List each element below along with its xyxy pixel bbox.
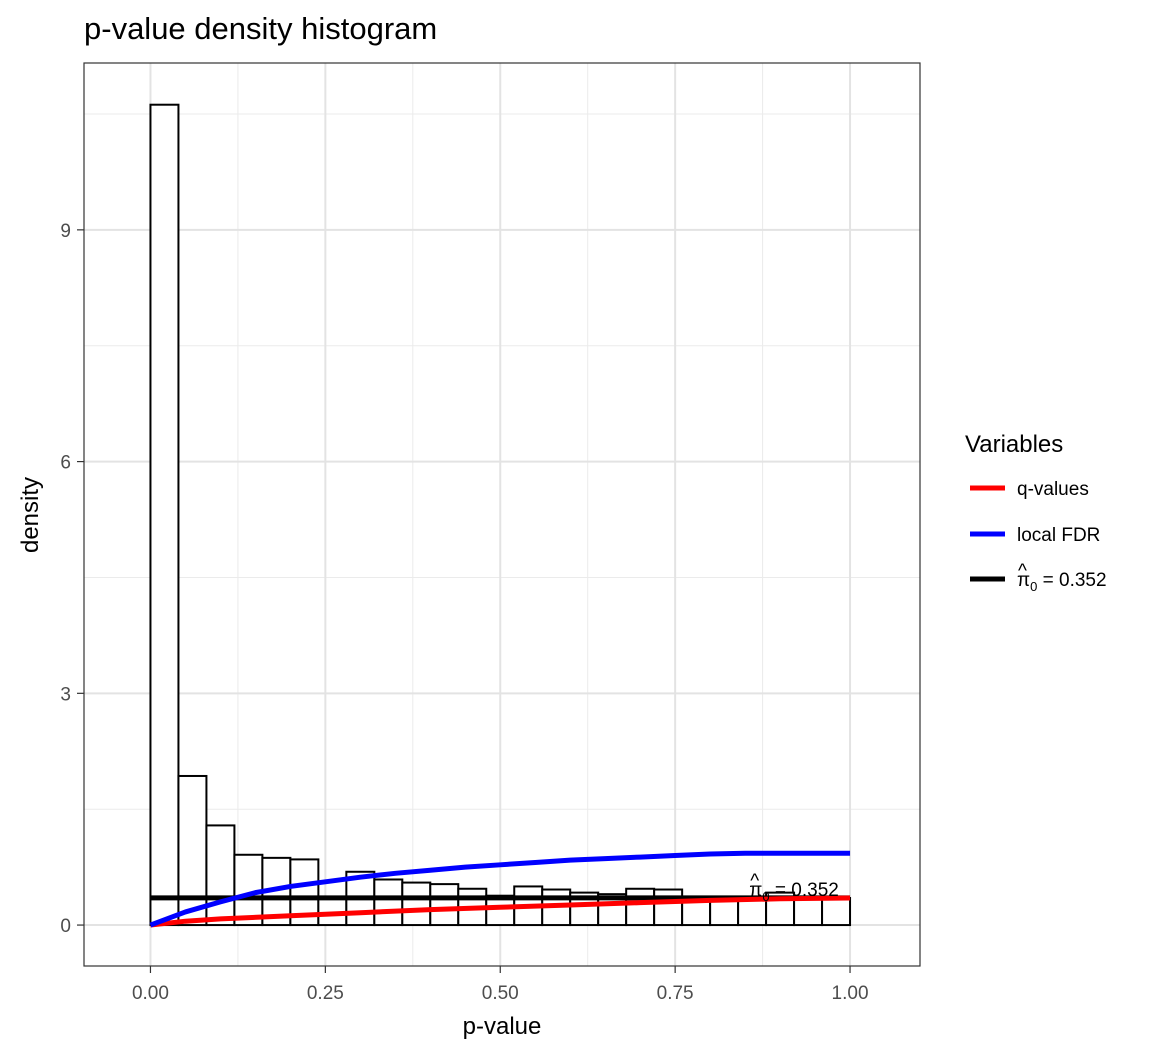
legend-item-pi0: π0 = 0.352 ^ bbox=[970, 561, 1107, 594]
pi0-annotation-hat: ^ bbox=[750, 871, 759, 892]
x-tick-label: 0.75 bbox=[657, 983, 694, 1004]
legend-pi0-value: = 0.352 bbox=[1037, 570, 1106, 591]
grid-minor bbox=[84, 63, 920, 966]
legend: Variables q-values local FDR π0 = 0.352 … bbox=[965, 431, 1107, 594]
legend-item-q-values: q-values bbox=[970, 479, 1089, 500]
y-tick-label: 9 bbox=[60, 221, 71, 242]
pi0-annotation: π0 = 0.352 ^ bbox=[749, 871, 839, 904]
x-tick-label: 0.50 bbox=[482, 983, 519, 1004]
histogram-bar-18 bbox=[653, 888, 684, 927]
histogram-bar-10 bbox=[429, 883, 460, 927]
histogram-bar-23 bbox=[793, 897, 824, 927]
chart-title: p-value density histogram bbox=[84, 11, 437, 46]
histogram-bar-1 bbox=[177, 774, 208, 927]
histogram-bar-24 bbox=[821, 897, 852, 927]
legend-pi0-hat: ^ bbox=[1018, 561, 1027, 582]
x-tick-label: 0.25 bbox=[307, 983, 344, 1004]
x-tick-label: 1.00 bbox=[832, 983, 869, 1004]
y-axis: 0 3 6 9 bbox=[60, 221, 84, 937]
legend-item-local-fdr: local FDR bbox=[970, 525, 1100, 546]
legend-label-local-fdr: local FDR bbox=[1017, 525, 1100, 546]
legend-pi0-symbol: π bbox=[1017, 570, 1030, 591]
x-tick-label: 0.00 bbox=[132, 983, 169, 1004]
x-axis-title: p-value bbox=[463, 1013, 542, 1040]
histogram-bar-12 bbox=[485, 894, 516, 927]
series-line-local-fdr bbox=[149, 850, 851, 928]
panel-background bbox=[84, 63, 920, 966]
histogram-bar-0 bbox=[149, 103, 180, 927]
legend-pi0-subscript: 0 bbox=[1030, 579, 1037, 594]
histogram-bar-9 bbox=[401, 881, 432, 927]
y-tick-label: 3 bbox=[60, 684, 71, 705]
legend-label-pi0: π0 = 0.352 bbox=[1017, 570, 1107, 594]
panel-border bbox=[83, 62, 921, 967]
x-axis: 0.00 0.25 0.50 0.75 1.00 bbox=[132, 966, 869, 1004]
legend-label-q-values: q-values bbox=[1017, 479, 1089, 500]
legend-title: Variables bbox=[965, 431, 1063, 458]
y-tick-label: 6 bbox=[60, 453, 71, 474]
pi0-annotation-symbol: π bbox=[749, 880, 762, 901]
histogram-bar-17 bbox=[625, 887, 656, 927]
y-tick-label: 0 bbox=[60, 916, 71, 937]
pi0-annotation-subscript: 0 bbox=[762, 889, 769, 904]
histogram-bar-8 bbox=[373, 878, 404, 927]
histogram-bar-2 bbox=[205, 824, 236, 927]
pi0-annotation-value: = 0.352 bbox=[770, 880, 839, 901]
series-lines bbox=[149, 850, 851, 928]
pi0-annotation-label: π0 = 0.352 bbox=[749, 880, 839, 904]
plot-panel: π0 = 0.352 ^ bbox=[83, 62, 921, 967]
y-axis-title: density bbox=[17, 477, 44, 553]
series-line-q-values bbox=[150, 895, 851, 928]
